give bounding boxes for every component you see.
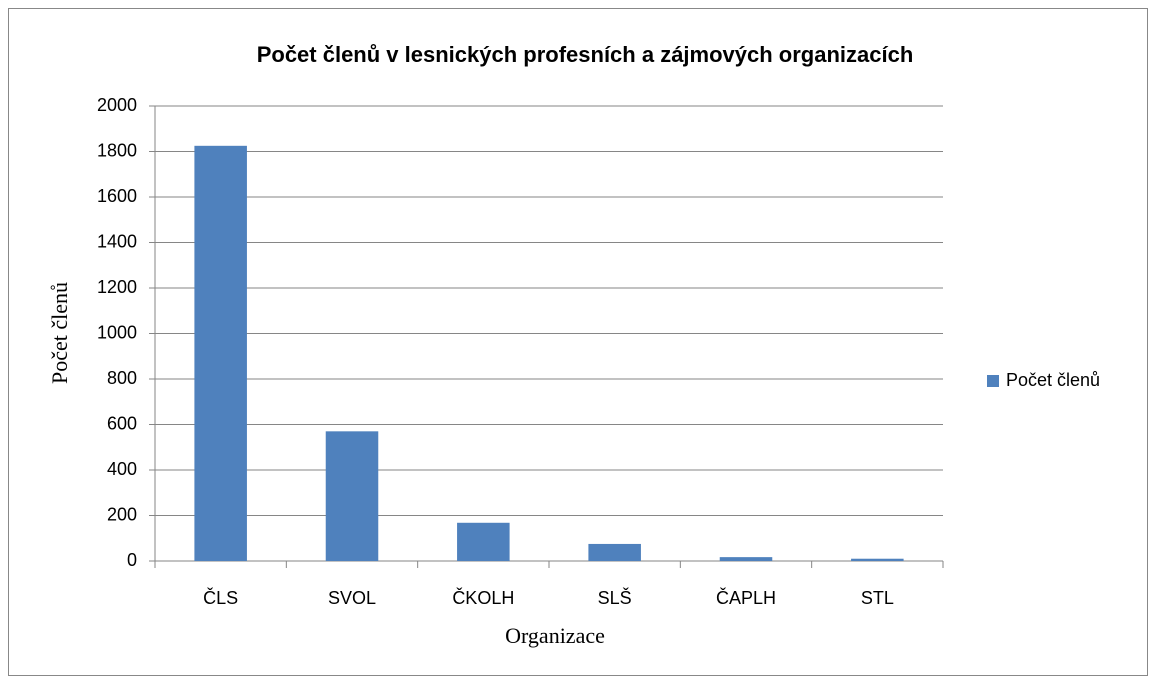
y-tick-label: 0 xyxy=(127,550,137,570)
bar xyxy=(194,145,247,561)
bar xyxy=(325,431,379,561)
y-axis-label: Počet členů xyxy=(47,282,72,384)
y-tick-label: 1800 xyxy=(97,140,137,160)
y-tick-label: 600 xyxy=(107,413,137,433)
x-tick-label: SLŠ xyxy=(598,587,632,608)
x-tick-label: SVOL xyxy=(328,588,376,608)
y-tick-label: 1200 xyxy=(97,277,137,297)
y-tick-label: 800 xyxy=(107,368,137,388)
x-tick-label: ČAPLH xyxy=(716,587,776,608)
y-tick-label: 1000 xyxy=(97,322,137,342)
bar xyxy=(588,543,641,561)
x-axis-label: Organizace xyxy=(505,623,605,648)
y-tick-label: 1400 xyxy=(97,231,137,251)
y-tick-label: 200 xyxy=(107,504,137,524)
legend-label: Počet členů xyxy=(1006,370,1100,390)
y-tick-label: 2000 xyxy=(97,95,137,115)
x-tick-label: ČKOLH xyxy=(452,587,514,608)
bar xyxy=(719,557,773,561)
legend-swatch xyxy=(987,375,999,387)
bar xyxy=(851,558,904,561)
y-tick-label: 1600 xyxy=(97,186,137,206)
bar xyxy=(457,522,510,561)
chart-title: Počet členů v lesnických profesních a zá… xyxy=(257,42,914,67)
chart-border xyxy=(8,8,1148,676)
y-tick-label: 400 xyxy=(107,459,137,479)
x-tick-label: ČLS xyxy=(203,587,238,608)
x-tick-label: STL xyxy=(861,588,894,608)
